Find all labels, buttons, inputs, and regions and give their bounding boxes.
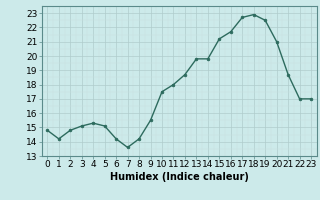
X-axis label: Humidex (Indice chaleur): Humidex (Indice chaleur) bbox=[110, 172, 249, 182]
